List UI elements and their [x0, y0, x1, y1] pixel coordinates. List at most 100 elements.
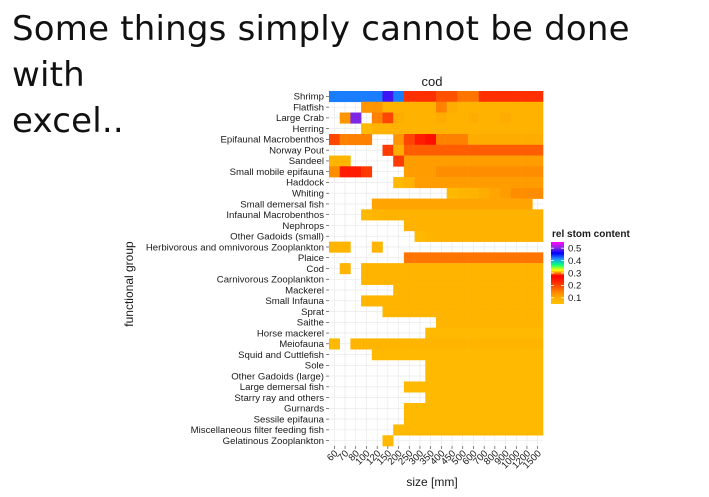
heatmap-cell	[446, 230, 458, 242]
y-tick-label: Other Gadoids (large)	[231, 371, 324, 382]
heatmap-cell	[446, 327, 458, 339]
heatmap-cell	[500, 284, 512, 296]
heatmap-cell	[457, 273, 469, 285]
heatmap-cell	[489, 155, 501, 167]
heatmap-cell	[500, 359, 512, 371]
heatmap-cell	[414, 144, 426, 156]
heatmap-cell	[371, 295, 383, 307]
heatmap-cell	[403, 101, 415, 113]
heatmap-cell	[500, 295, 512, 307]
heatmap-cell	[478, 91, 490, 103]
heatmap-cell	[468, 349, 480, 361]
heatmap-cell	[489, 112, 501, 124]
heatmap-cell	[457, 392, 469, 404]
heatmap-cell	[425, 370, 437, 382]
heatmap-cell	[339, 166, 351, 178]
heatmap-cell	[532, 187, 544, 199]
heatmap-cell	[478, 230, 490, 242]
heatmap-cell	[489, 370, 501, 382]
heatmap-cell	[436, 198, 447, 210]
heatmap-cell	[446, 209, 458, 221]
heatmap-cell	[510, 166, 522, 178]
heatmap-cell	[425, 155, 437, 167]
heatmap-cell	[489, 295, 501, 307]
heatmap-cell	[382, 349, 394, 361]
heatmap-cell	[425, 359, 437, 371]
heatmap-cell	[489, 273, 501, 285]
y-tick-label: Epifaunal Macrobenthos	[221, 135, 325, 146]
heatmap-cell	[489, 134, 501, 146]
heatmap-cell	[510, 220, 522, 232]
heatmap-cell	[478, 101, 490, 113]
heatmap-cell	[521, 273, 533, 285]
heatmap-cell	[403, 295, 415, 307]
heatmap-cell	[478, 306, 490, 318]
heatmap-cell	[361, 101, 373, 113]
heatmap-cell	[532, 295, 544, 307]
heatmap-cell	[500, 166, 512, 178]
heatmap-cell	[403, 144, 415, 156]
heatmap-cell	[478, 338, 490, 350]
heatmap-cell	[457, 413, 469, 425]
heatmap-cell	[489, 144, 501, 156]
heatmap-cell	[457, 198, 469, 210]
heatmap-cell	[457, 166, 469, 178]
heatmap-cell	[414, 381, 426, 393]
heatmap-cell	[521, 91, 533, 103]
heatmap-cell	[468, 381, 480, 393]
heatmap-cell	[457, 359, 469, 371]
heatmap-cell	[510, 413, 522, 425]
heatmap-cell	[468, 338, 480, 350]
heatmap-cell	[532, 112, 544, 124]
heatmap-cell	[425, 252, 437, 264]
heatmap-cell	[457, 381, 469, 393]
heatmap-cell	[500, 220, 512, 232]
heatmap-cell	[510, 284, 522, 296]
heatmap-cell	[382, 295, 394, 307]
heatmap-cell	[500, 306, 512, 318]
heatmap-cell	[521, 263, 533, 275]
x-axis-label: size [mm]	[406, 475, 457, 489]
heatmap-cell	[339, 112, 351, 124]
legend-tick-label: 0.1	[568, 293, 581, 304]
heatmap-cell	[532, 155, 544, 167]
heatmap-cell	[521, 359, 533, 371]
heatmap-cell	[414, 166, 426, 178]
heatmap-cell	[371, 263, 383, 275]
y-tick-label: Norway Pout	[269, 145, 324, 156]
heatmap-cell	[436, 284, 447, 296]
heatmap-cell	[478, 273, 490, 285]
heatmap-cell	[382, 435, 394, 447]
y-tick-label: Horse mackerel	[257, 328, 324, 339]
heatmap-cell	[436, 392, 447, 404]
heatmap-cell	[414, 284, 426, 296]
heatmap-cell	[403, 338, 415, 350]
heatmap-cell	[361, 166, 373, 178]
heatmap-cell	[532, 134, 544, 146]
heatmap-cell	[500, 155, 512, 167]
heatmap-cell	[339, 263, 351, 275]
heatmap-cell	[457, 144, 469, 156]
heatmap-cell	[403, 134, 415, 146]
heatmap-cell	[425, 392, 437, 404]
heatmap-cell	[532, 91, 544, 103]
y-tick-label: Shrimp	[294, 92, 324, 103]
heatmap-cell	[489, 252, 501, 264]
heatmap-cell	[478, 349, 490, 361]
heatmap-cell	[478, 370, 490, 382]
heatmap-cell	[457, 263, 469, 275]
heatmap-cell	[425, 91, 437, 103]
heatmap-cell	[468, 284, 480, 296]
heatmap-cell	[478, 316, 490, 328]
heatmap-cell	[468, 155, 480, 167]
y-tick-label: Sprat	[301, 307, 324, 318]
heatmap-cell	[532, 273, 544, 285]
heatmap-cell	[361, 273, 373, 285]
heatmap-cell	[468, 187, 480, 199]
heatmap-cell	[436, 338, 447, 350]
heatmap-cell	[521, 187, 533, 199]
heatmap-cell	[393, 263, 405, 275]
heatmap-cell	[510, 316, 522, 328]
y-tick-label: Haddock	[286, 178, 324, 189]
heatmap-cell	[393, 295, 405, 307]
